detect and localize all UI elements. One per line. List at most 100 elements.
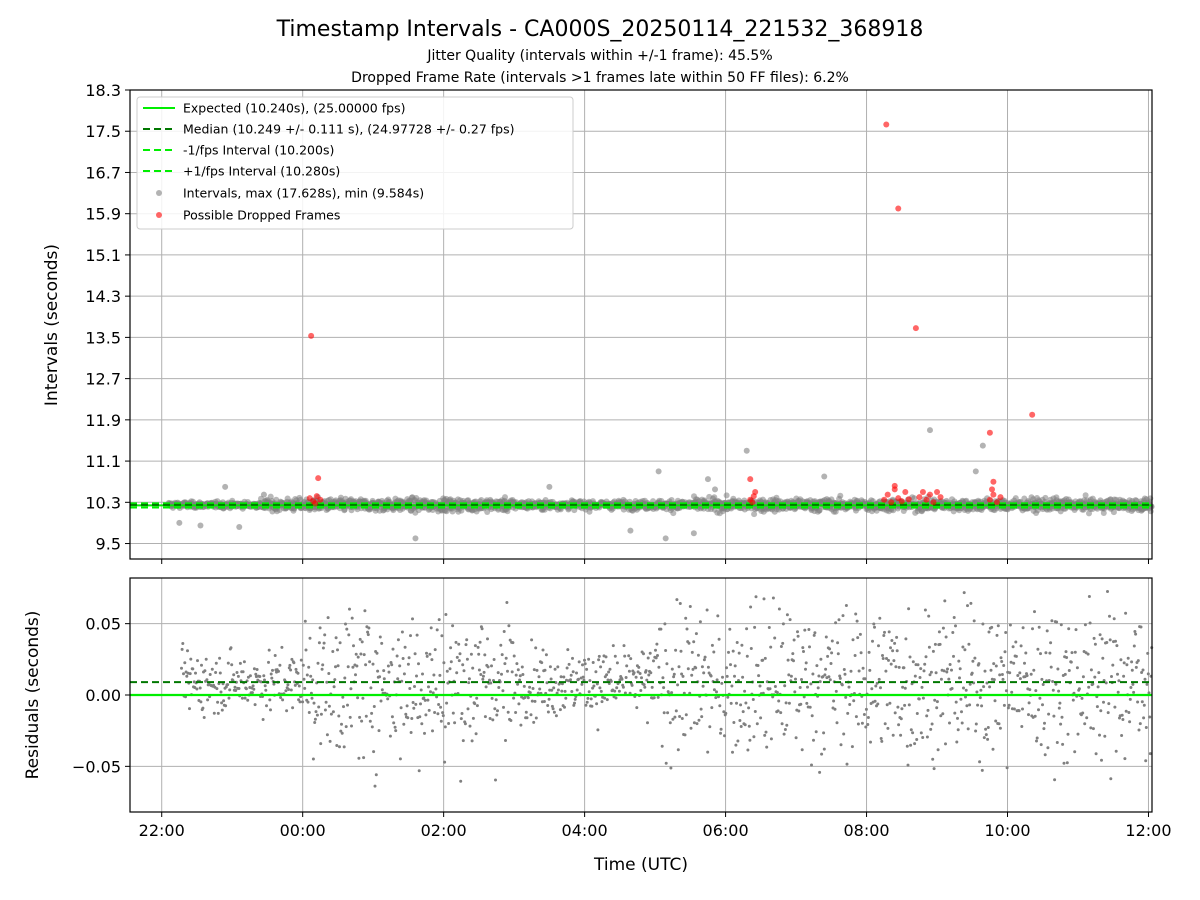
- residual-point-122: [261, 718, 265, 721]
- residual-point-1027: [870, 687, 874, 691]
- residual-point-331: [402, 722, 406, 726]
- residual-point-443: [477, 652, 481, 656]
- residual-point-366: [425, 654, 429, 658]
- residual-point-332: [402, 672, 406, 676]
- residual-point-147: [278, 663, 282, 667]
- residual-point-390: [441, 714, 445, 718]
- residual-point-1311: [1060, 715, 1064, 719]
- intervals-reference-lines: [130, 502, 1152, 509]
- residual-point-1137: [944, 742, 947, 746]
- residual-point-741: [678, 715, 682, 718]
- residual-point-1384: [1109, 777, 1113, 781]
- residual-point-1424: [1136, 700, 1140, 704]
- residual-point-1433: [1142, 716, 1146, 720]
- residual-point-1151: [953, 711, 957, 715]
- residual-point-1053: [887, 630, 891, 634]
- residual-point-1117: [930, 722, 934, 726]
- residual-point-1010: [858, 632, 862, 636]
- residual-point-868: [763, 656, 767, 660]
- residual-point-43: [208, 673, 212, 676]
- residual-point-1172: [967, 642, 971, 646]
- residual-point-97: [244, 687, 248, 691]
- residual-point-994: [848, 703, 852, 706]
- residual-point-586: [573, 701, 576, 705]
- residual-point-757: [688, 605, 692, 608]
- residual-point-818: [730, 684, 734, 688]
- residual-point-206: [317, 641, 321, 645]
- residual-point-86: [237, 687, 241, 690]
- residual-point-585: [572, 703, 576, 707]
- residual-point-804: [721, 675, 724, 679]
- residual-point-1353: [1088, 621, 1092, 625]
- residual-point-1419: [1132, 644, 1136, 648]
- residual-point-260: [354, 652, 358, 656]
- residual-point-321: [395, 654, 399, 658]
- residual-point-566: [559, 675, 563, 679]
- residual-point-8: [185, 674, 189, 678]
- residual-point-285: [371, 662, 375, 666]
- residual-point-606: [586, 696, 590, 700]
- residual-point-744: [680, 672, 684, 676]
- residual-point-1175: [969, 601, 973, 605]
- residual-point-358: [420, 722, 424, 726]
- residual-point-1124: [935, 706, 939, 710]
- residual-point-524: [531, 687, 535, 690]
- residual-point-1417: [1131, 682, 1135, 686]
- residual-point-1220: [999, 656, 1003, 660]
- residual-point-195: [310, 696, 314, 700]
- residual-point-721: [664, 761, 668, 765]
- residual-point-692: [645, 678, 649, 682]
- residual-point-1257: [1024, 651, 1028, 655]
- intervals-ytick-label-5: 13.5: [85, 328, 121, 347]
- residual-point-1308: [1058, 701, 1062, 705]
- residual-point-275: [364, 714, 368, 718]
- residual-point-1284: [1042, 727, 1046, 731]
- residual-point-1184: [975, 690, 979, 694]
- residual-point-382: [436, 712, 440, 716]
- residual-point-778: [702, 658, 706, 662]
- residual-point-323: [396, 638, 400, 642]
- residual-point-633: [604, 655, 608, 659]
- residual-point-391: [442, 661, 446, 665]
- residual-point-783: [706, 750, 710, 754]
- residual-point-159: [286, 683, 290, 687]
- residual-point-736: [674, 709, 678, 713]
- residual-point-614: [591, 661, 595, 664]
- residual-point-57: [218, 656, 222, 660]
- residual-point-235: [338, 745, 341, 749]
- residual-point-973: [834, 621, 838, 625]
- dropped-frame-27: [916, 494, 923, 501]
- residual-point-14: [189, 657, 193, 661]
- residual-point-1075: [902, 666, 906, 670]
- residual-point-559: [554, 714, 558, 718]
- residual-point-240: [341, 695, 345, 699]
- residual-point-770: [697, 718, 701, 722]
- residual-point-420: [461, 739, 465, 743]
- residual-point-734: [673, 715, 677, 719]
- residual-point-1110: [925, 735, 929, 739]
- residual-point-1134: [941, 626, 945, 630]
- residual-point-237: [339, 729, 343, 733]
- residual-point-1122: [933, 642, 937, 646]
- residual-point-255: [351, 665, 355, 669]
- residual-point-802: [719, 727, 723, 731]
- residual-point-329: [400, 630, 404, 634]
- residual-point-539: [541, 648, 545, 652]
- residual-point-1332: [1074, 628, 1078, 632]
- residual-point-383: [437, 703, 441, 706]
- residual-point-782: [705, 608, 709, 612]
- residual-point-939: [811, 672, 815, 676]
- residual-point-191: [307, 711, 311, 714]
- residual-point-1389: [1112, 617, 1116, 621]
- residual-point-1435: [1143, 677, 1147, 681]
- residual-point-1346: [1083, 623, 1087, 627]
- residual-point-423: [463, 722, 467, 726]
- residual-point-1195: [982, 736, 986, 740]
- residual-point-634: [605, 673, 609, 677]
- residual-point-156: [284, 689, 288, 693]
- residual-point-694: [646, 656, 650, 660]
- residual-point-1403: [1122, 674, 1126, 678]
- intervals-ytick-label-11: 18.3: [85, 81, 121, 100]
- residual-point-687: [642, 652, 645, 656]
- residual-point-189: [306, 700, 310, 704]
